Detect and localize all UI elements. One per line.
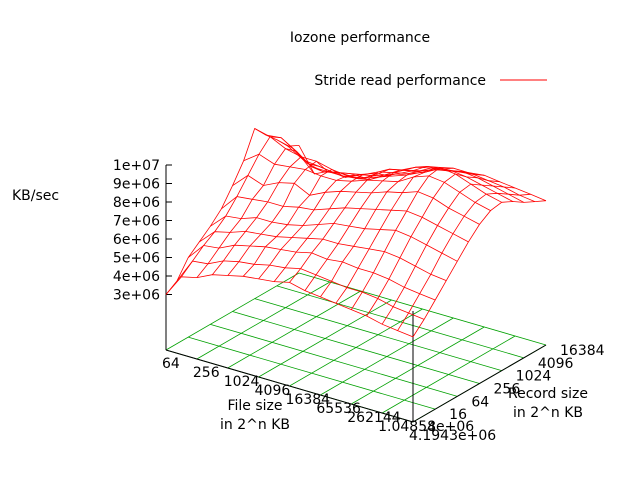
x-axis-label-line1: File size bbox=[227, 398, 282, 414]
surface-mesh bbox=[165, 127, 547, 338]
surface-line-record-3 bbox=[176, 260, 425, 320]
grid-line-file bbox=[381, 335, 516, 414]
y-tick-label: 4096 bbox=[538, 356, 574, 372]
y-tick-label: 64 bbox=[471, 394, 489, 410]
z-tick-label: 4e+06 bbox=[113, 269, 160, 285]
grid-line-file bbox=[165, 272, 300, 351]
surface-line-record-10 bbox=[254, 128, 502, 203]
surface-line-file-22 bbox=[412, 200, 547, 338]
grid-line-file bbox=[196, 281, 331, 360]
surface-line-record-7 bbox=[221, 196, 469, 243]
surface-line-record-2 bbox=[165, 274, 414, 338]
surface-line-record-5 bbox=[199, 230, 447, 281]
y-tick-label: 16 bbox=[449, 407, 467, 423]
z-tick-label: 1e+07 bbox=[113, 158, 160, 174]
surface-line-file-9 bbox=[211, 156, 346, 275]
axes bbox=[165, 164, 547, 423]
y-axis-label-line1: Record size bbox=[508, 386, 588, 402]
y-tick-label: 16384 bbox=[560, 343, 605, 359]
x-tick-label: 1024 bbox=[224, 374, 260, 390]
x-tick-label: 16384 bbox=[286, 392, 331, 408]
grid-line-file bbox=[351, 326, 485, 405]
surface-line-file-19 bbox=[366, 173, 500, 317]
y-tick-label: 256 bbox=[494, 382, 521, 398]
surface-line-record-4 bbox=[187, 244, 436, 301]
x-tick-label: 4.1943e+06 bbox=[409, 428, 496, 444]
surface-line-record-6 bbox=[210, 215, 458, 262]
z-tick-label: 7e+06 bbox=[113, 214, 160, 230]
surface-line-record-9 bbox=[243, 153, 491, 211]
z-tick-label: 8e+06 bbox=[113, 195, 160, 211]
x-tick-label: 256 bbox=[193, 365, 220, 381]
z-tick-label: 5e+06 bbox=[113, 251, 160, 267]
grid-line-file bbox=[258, 299, 392, 378]
z-tick-label: 9e+06 bbox=[113, 177, 160, 193]
surface-line-file-12 bbox=[258, 175, 392, 280]
grid-line-file bbox=[227, 290, 361, 369]
base-grid bbox=[165, 272, 547, 423]
x-axis-label-line2: in 2^n KB bbox=[220, 417, 290, 433]
surface-line-file-17 bbox=[335, 169, 469, 304]
z-axis-label: KB/sec bbox=[12, 188, 59, 204]
y-axis-line bbox=[412, 344, 547, 423]
z-tick-label: 6e+06 bbox=[113, 232, 160, 248]
x-tick-label: 4096 bbox=[255, 383, 291, 399]
surface-line-record-14 bbox=[298, 145, 547, 202]
surface-line-record-8 bbox=[232, 174, 480, 225]
grid-line-file bbox=[289, 308, 423, 387]
chart-title: Iozone performance bbox=[290, 30, 430, 46]
grid-line-file bbox=[320, 317, 454, 396]
x-tick-label: 1.04858e+06 bbox=[378, 419, 474, 435]
y-tick-label: 4 bbox=[427, 420, 436, 436]
legend-label: Stride read performance bbox=[314, 73, 486, 89]
surface-line-record-12 bbox=[276, 139, 524, 203]
surface-line-file-14 bbox=[289, 168, 423, 283]
x-tick-label: 65536 bbox=[316, 401, 361, 417]
x-axis-line bbox=[165, 349, 414, 423]
x-tick-label: 262144 bbox=[347, 410, 401, 426]
surface-line-record-11 bbox=[265, 134, 513, 202]
tick-labels: 3e+06 4e+06 5e+06 6e+06 7e+06 8e+06 9e+06 1e+07… bbox=[113, 158, 605, 444]
x-tick-label: 64 bbox=[162, 356, 180, 372]
y-axis-label-line2: in 2^n KB bbox=[513, 405, 583, 421]
z-tick-label: 3e+06 bbox=[113, 288, 160, 304]
surface-line-record-13 bbox=[287, 145, 536, 202]
y-tick-label: 1024 bbox=[516, 369, 552, 385]
